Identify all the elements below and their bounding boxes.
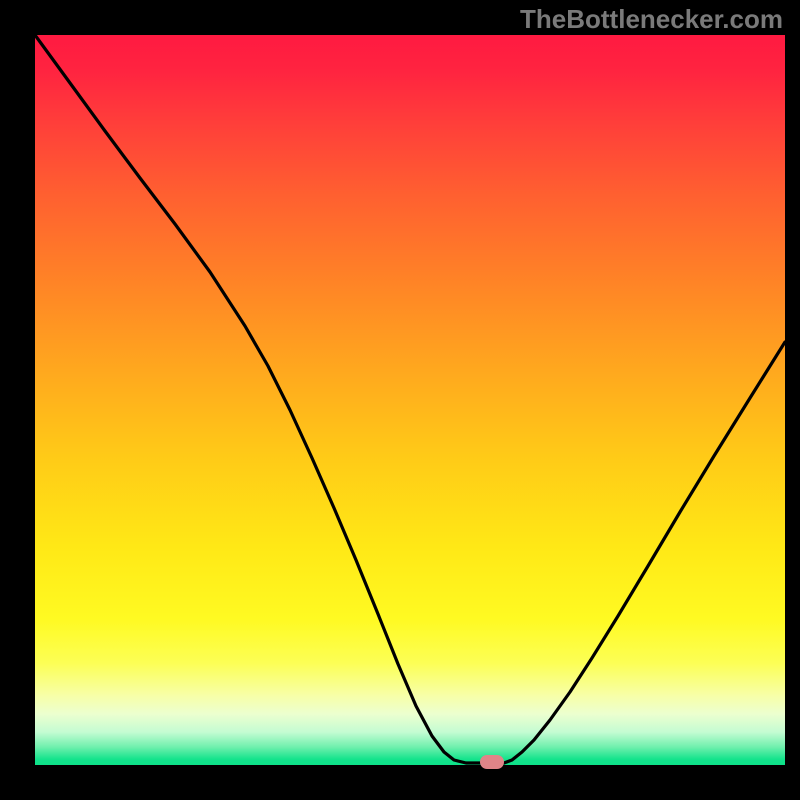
plot-area — [35, 35, 785, 765]
optimum-marker — [480, 755, 504, 769]
watermark-text: TheBottlenecker.com — [520, 4, 783, 35]
bottleneck-curve — [35, 35, 785, 765]
chart-frame: TheBottlenecker.com — [0, 0, 800, 800]
